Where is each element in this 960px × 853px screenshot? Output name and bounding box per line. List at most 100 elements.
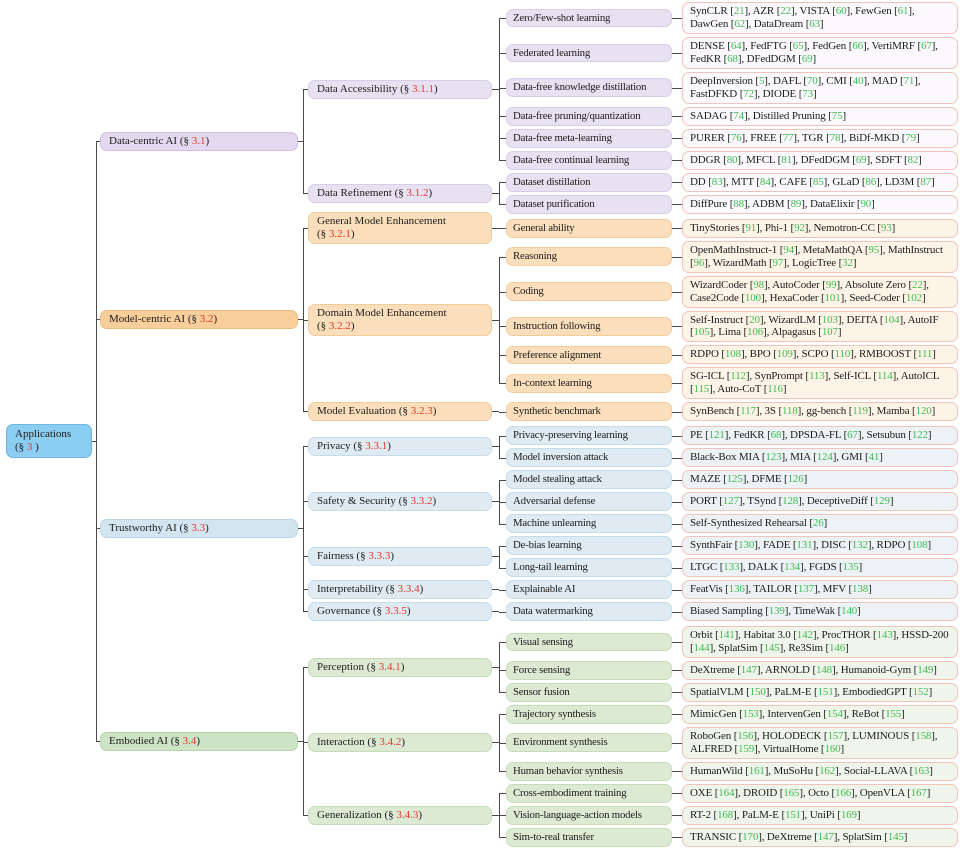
citation-number-link[interactable]: 161: [748, 764, 765, 777]
citation-number-link[interactable]: 94: [783, 243, 794, 256]
citation-number-link[interactable]: 129: [873, 495, 890, 508]
citation-number-link[interactable]: 149: [917, 663, 934, 676]
citation-number-link[interactable]: 87: [920, 175, 931, 188]
citation-number-link[interactable]: 95: [868, 243, 880, 256]
citation-number-link[interactable]: 160: [824, 742, 841, 755]
citation-number-link[interactable]: 127: [722, 495, 739, 508]
citation-number-link[interactable]: 90: [860, 197, 872, 210]
citation-number-link[interactable]: 103: [821, 313, 838, 326]
citation-number-link[interactable]: 113: [808, 370, 825, 383]
citation-number-link[interactable]: 125: [726, 473, 743, 486]
citation-number-link[interactable]: 101: [824, 291, 841, 304]
citation-number-link[interactable]: 156: [737, 729, 754, 742]
section-number-link[interactable]: 3.3.2: [410, 495, 433, 507]
citation-number-link[interactable]: 63: [809, 17, 820, 30]
citation-number-link[interactable]: 89: [790, 197, 802, 210]
citation-number-link[interactable]: 152: [912, 685, 929, 698]
citation-number-link[interactable]: 114: [876, 370, 893, 383]
citation-number-link[interactable]: 97: [772, 256, 784, 269]
citation-number-link[interactable]: 73: [802, 87, 813, 100]
citation-number-link[interactable]: 157: [827, 729, 844, 742]
section-number-link[interactable]: 3.3.3: [368, 550, 391, 562]
citation-number-link[interactable]: 151: [817, 685, 834, 698]
citation-number-link[interactable]: 67: [847, 429, 858, 442]
citation-number-link[interactable]: 20: [749, 313, 760, 326]
citation-number-link[interactable]: 116: [767, 383, 783, 396]
citation-number-link[interactable]: 69: [801, 52, 813, 65]
citation-number-link[interactable]: 83: [711, 175, 723, 188]
citation-number-link[interactable]: 121: [708, 429, 725, 442]
citation-number-link[interactable]: 112: [730, 370, 746, 383]
citation-number-link[interactable]: 118: [781, 405, 798, 418]
citation-number-link[interactable]: 105: [693, 326, 710, 339]
citation-number-link[interactable]: 72: [743, 87, 754, 100]
citation-number-link[interactable]: 135: [842, 561, 859, 574]
citation-number-link[interactable]: 77: [782, 131, 794, 144]
citation-number-link[interactable]: 70: [806, 74, 818, 87]
citation-number-link[interactable]: 111: [917, 348, 933, 361]
citation-number-link[interactable]: 126: [787, 473, 804, 486]
citation-number-link[interactable]: 74: [733, 109, 744, 122]
citation-number-link[interactable]: 60: [835, 5, 847, 17]
section-number-link[interactable]: 3.2.2: [328, 319, 351, 332]
citation-number-link[interactable]: 170: [742, 830, 759, 843]
citation-number-link[interactable]: 110: [834, 348, 851, 361]
section-number-link[interactable]: 3.3.4: [397, 583, 420, 595]
citation-number-link[interactable]: 102: [905, 291, 922, 304]
citation-number-link[interactable]: 151: [784, 808, 802, 821]
citation-number-link[interactable]: 41: [868, 451, 880, 464]
citation-number-link[interactable]: 40: [852, 74, 864, 87]
citation-number-link[interactable]: 86: [865, 175, 877, 188]
citation-number-link[interactable]: 167: [910, 786, 927, 799]
citation-number-link[interactable]: 98: [753, 278, 764, 291]
citation-number-link[interactable]: 109: [776, 348, 793, 361]
citation-number-link[interactable]: 147: [817, 830, 834, 843]
citation-number-link[interactable]: 81: [781, 153, 792, 166]
section-number-link[interactable]: 3: [26, 440, 33, 453]
citation-number-link[interactable]: 168: [717, 808, 734, 821]
citation-number-link[interactable]: 166: [835, 786, 852, 799]
citation-number-link[interactable]: 68: [727, 52, 738, 65]
citation-number-link[interactable]: 142: [796, 629, 813, 642]
section-number-link[interactable]: 3.2.1: [328, 227, 351, 240]
citation-number-link[interactable]: 148: [815, 663, 833, 676]
citation-number-link[interactable]: 92: [794, 221, 805, 234]
citation-number-link[interactable]: 66: [852, 39, 863, 52]
citation-number-link[interactable]: 69: [855, 153, 867, 166]
citation-number-link[interactable]: 134: [784, 561, 801, 574]
citation-number-link[interactable]: 144: [693, 642, 710, 654]
section-number-link[interactable]: 3.4.3: [396, 809, 419, 821]
section-number-link[interactable]: 3.1.1: [412, 83, 435, 95]
citation-number-link[interactable]: 93: [880, 221, 892, 234]
citation-number-link[interactable]: 162: [819, 764, 836, 777]
section-number-link[interactable]: 3.2.3: [410, 405, 433, 417]
citation-number-link[interactable]: 145: [763, 642, 780, 654]
citation-number-link[interactable]: 32: [842, 256, 853, 269]
citation-number-link[interactable]: 106: [747, 326, 764, 339]
citation-number-link[interactable]: 153: [742, 707, 759, 720]
citation-number-link[interactable]: 131: [796, 539, 813, 552]
citation-number-link[interactable]: 71: [903, 74, 915, 87]
citation-number-link[interactable]: 133: [723, 561, 740, 574]
citation-number-link[interactable]: 150: [749, 685, 766, 698]
citation-number-link[interactable]: 5: [758, 74, 765, 87]
citation-number-link[interactable]: 79: [905, 131, 916, 144]
citation-number-link[interactable]: 132: [851, 539, 868, 552]
citation-number-link[interactable]: 120: [915, 405, 932, 418]
citation-number-link[interactable]: 159: [738, 742, 755, 755]
citation-number-link[interactable]: 88: [733, 197, 744, 210]
citation-number-link[interactable]: 138: [852, 583, 869, 596]
citation-number-link[interactable]: 158: [915, 729, 932, 742]
citation-number-link[interactable]: 61: [897, 5, 909, 17]
citation-number-link[interactable]: 141: [718, 629, 735, 642]
citation-number-link[interactable]: 117: [740, 405, 756, 418]
citation-number-link[interactable]: 147: [740, 663, 757, 676]
citation-number-link[interactable]: 140: [841, 605, 858, 618]
citation-number-link[interactable]: 123: [765, 451, 782, 464]
citation-number-link[interactable]: 143: [876, 629, 893, 642]
section-number-link[interactable]: 3.3: [191, 522, 206, 534]
citation-number-link[interactable]: 96: [693, 256, 705, 269]
citation-number-link[interactable]: 169: [840, 808, 857, 821]
citation-number-link[interactable]: 76: [730, 131, 742, 144]
section-number-link[interactable]: 3.3.5: [384, 605, 407, 617]
